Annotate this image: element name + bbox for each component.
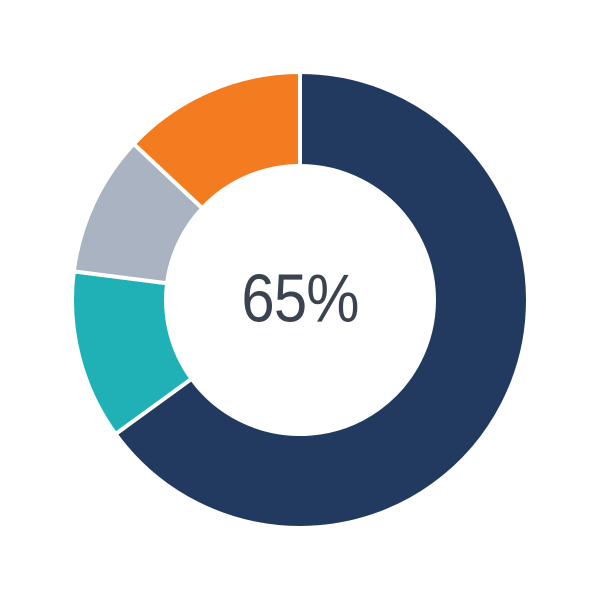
center-percentage-label: 65% xyxy=(241,260,359,337)
orange-slice xyxy=(130,69,302,212)
navy-slice xyxy=(112,69,530,530)
